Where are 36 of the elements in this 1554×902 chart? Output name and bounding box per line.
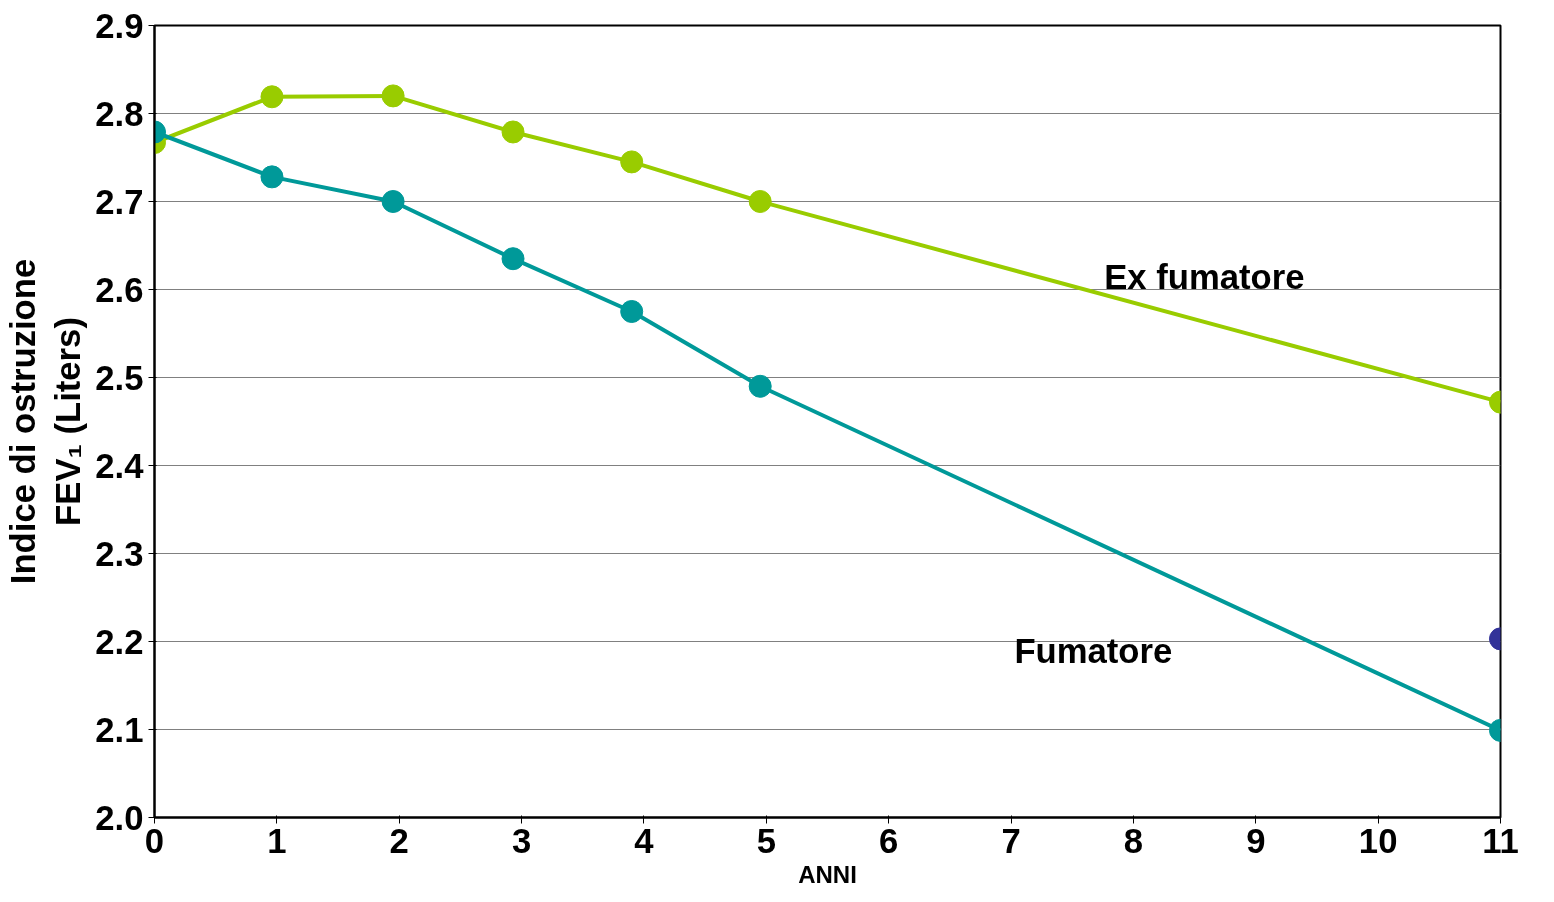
point [381,84,405,108]
y-tick-label: 2.0 [95,798,144,837]
x-tick-label: 2 [389,821,409,860]
y-tick-label: 2.9 [95,6,144,45]
x-tick-label: 6 [879,821,899,860]
x-tick-label: 5 [756,821,776,860]
x-tick-label: 9 [1246,821,1266,860]
point [620,150,644,174]
point [501,120,525,144]
y-tick-label: 2.6 [95,270,144,309]
x-tick-label: 1 [267,821,287,860]
point [620,300,644,323]
x-tick-label: 8 [1123,821,1144,860]
y-tick-label: 2.2 [95,622,144,661]
point [748,374,772,398]
x-tick-label: 0 [144,821,165,860]
y-tick-label: 2.8 [95,94,144,133]
point [381,190,405,213]
y-tick-label: 2.5 [95,358,144,397]
x-tick-label: 10 [1358,821,1398,860]
y-tick-label: 2.7 [95,182,144,221]
x-axis-title: ANNI [798,860,857,888]
point [748,190,772,213]
point [501,247,525,271]
x-tick-label: 4 [634,821,655,860]
x-tick-label: 3 [511,821,532,860]
y-axis-title: Indice di ostruzione FEV₁ (Liters) [3,258,88,585]
series-label: Ex fumatore [1104,257,1305,296]
x-tick-label: 11 [1482,821,1519,860]
y-tick-label: 2.4 [95,446,145,485]
y-tick-label: 2.1 [95,710,144,749]
y-tick-label: 2.3 [95,534,144,573]
point [260,165,284,189]
x-tick-label: 7 [1001,821,1021,860]
series-label: Fumatore [1014,632,1173,671]
point [260,85,284,109]
